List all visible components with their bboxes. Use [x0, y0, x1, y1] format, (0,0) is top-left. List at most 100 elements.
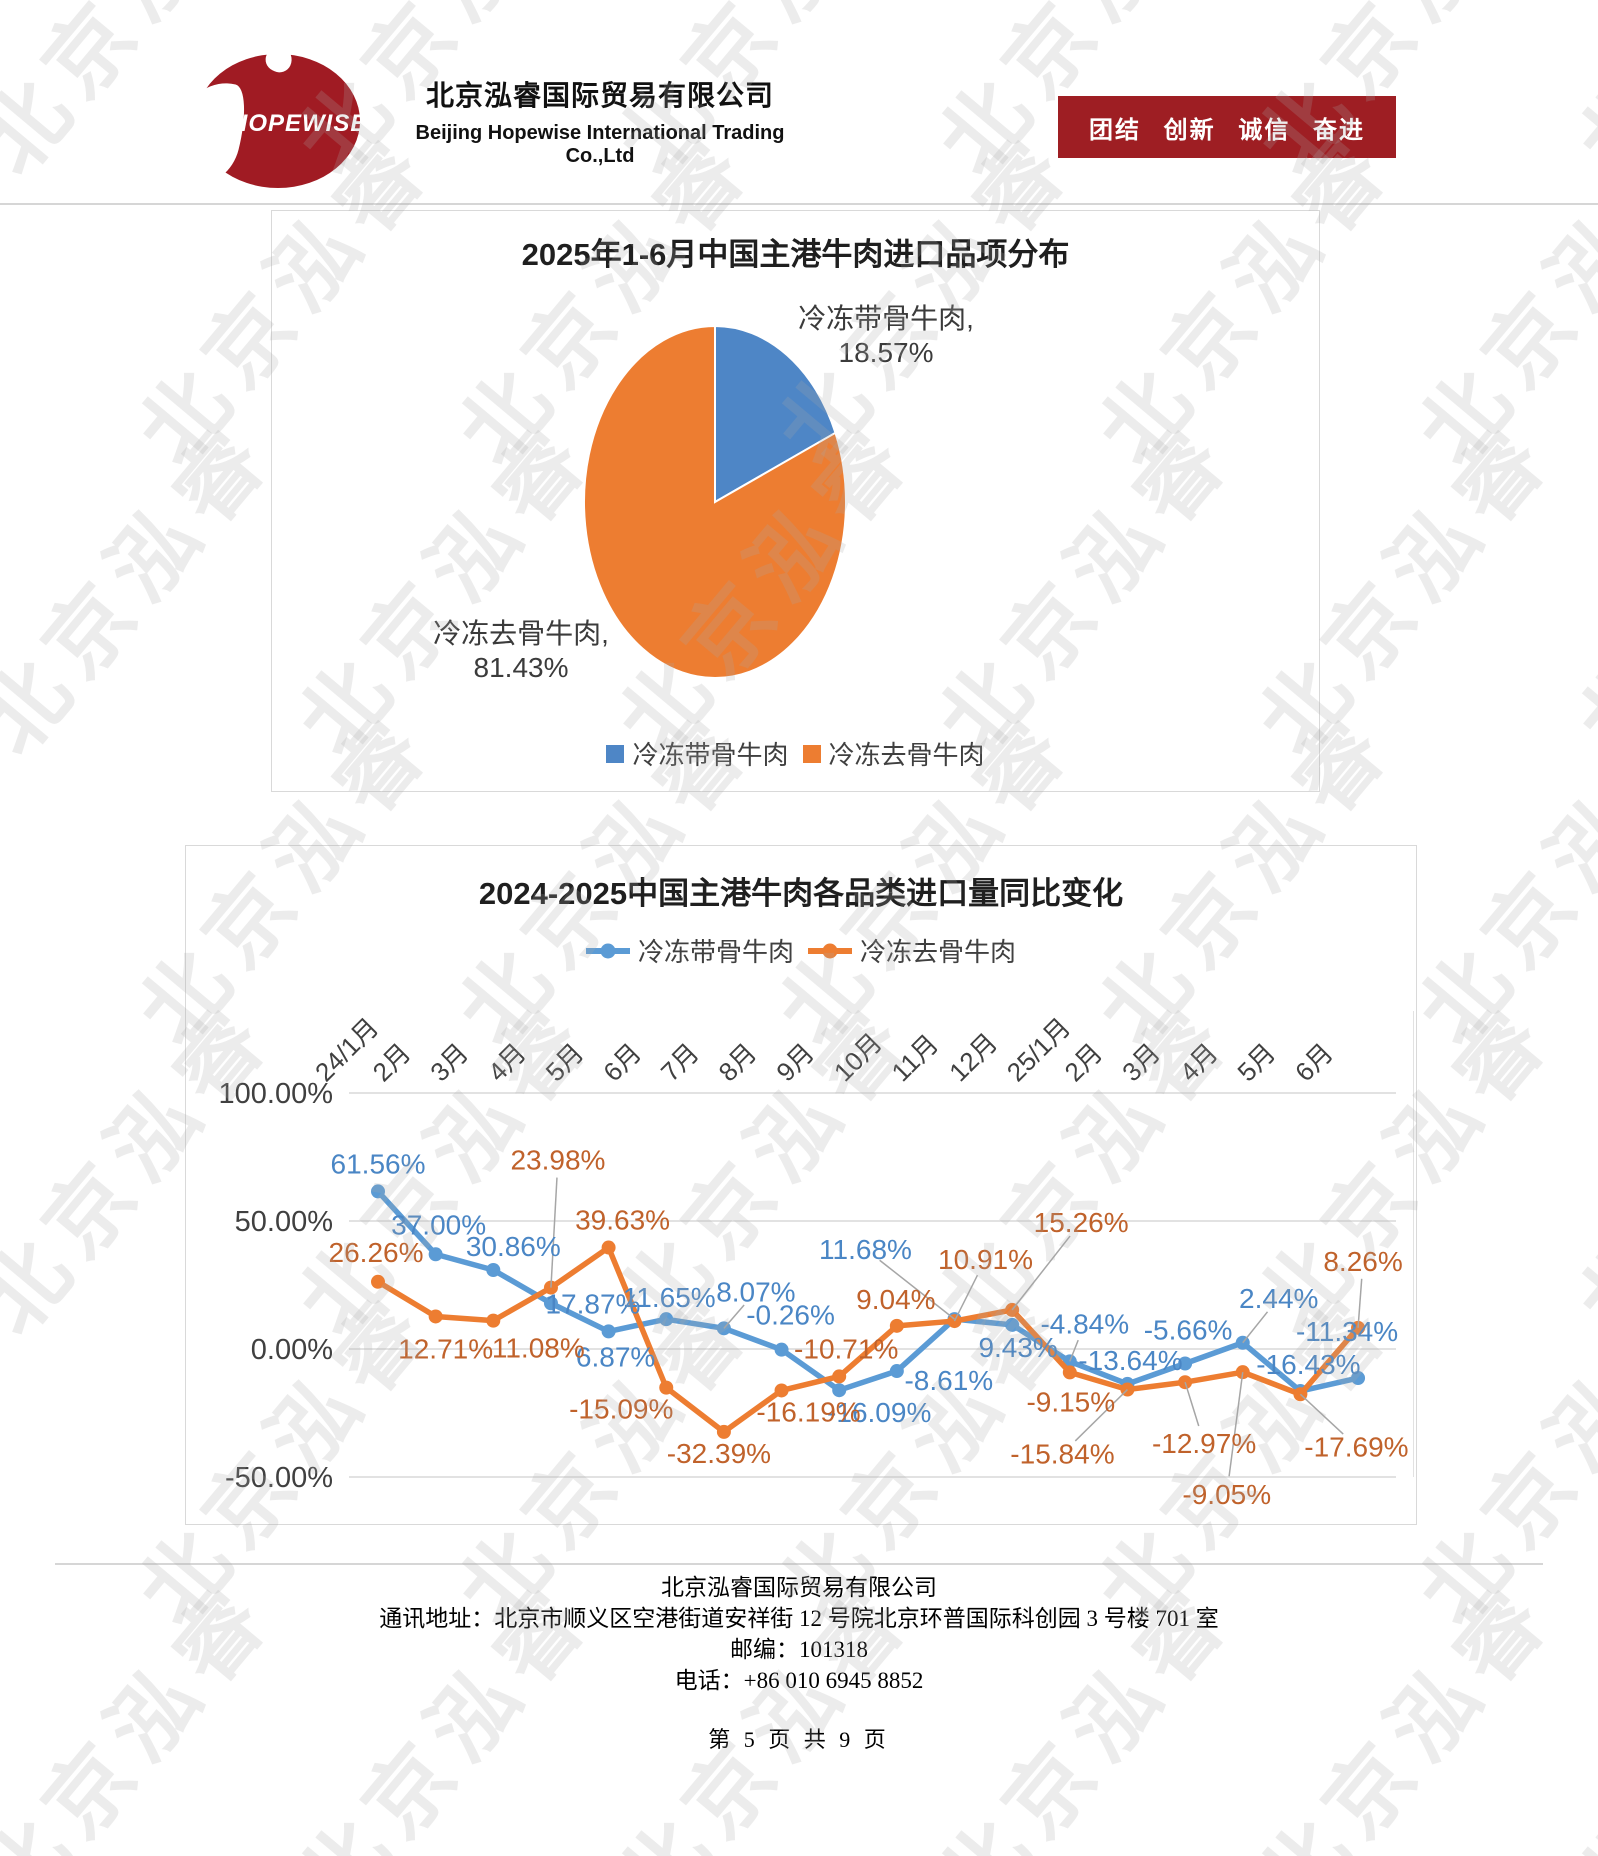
- data-label: 9.43%: [978, 1332, 1057, 1363]
- data-label: 8.26%: [1323, 1246, 1402, 1277]
- data-label: 8.07%: [716, 1276, 795, 1307]
- y-tick-label: 0.00%: [251, 1334, 333, 1366]
- data-label: 11.65%: [623, 1282, 716, 1313]
- legend-item-bone-in: 冷冻带骨牛肉: [585, 932, 794, 969]
- data-point-marker: [832, 1369, 847, 1384]
- slogan-banner: 团结 创新 诚信 奋进: [1058, 96, 1396, 158]
- series-line-1: [375, 1244, 1361, 1435]
- data-point-marker: [1178, 1375, 1193, 1390]
- logo-wordmark: HOPEWISE: [230, 110, 368, 137]
- label-leader-line: [1299, 1393, 1344, 1435]
- data-point-marker: [774, 1383, 789, 1398]
- data-point-marker: [371, 1274, 385, 1289]
- legend-swatch-orange-icon: [802, 744, 821, 763]
- x-tick-label: 5月: [540, 1037, 590, 1087]
- x-tick-label: 9月: [770, 1037, 820, 1087]
- data-label: -16.09%: [827, 1397, 931, 1428]
- label-leader-line: [1228, 1372, 1244, 1477]
- data-label: -16.43%: [1256, 1349, 1360, 1380]
- watermark-text: 北京泓睿: [0, 401, 294, 774]
- pie-slice-1: [583, 324, 847, 679]
- footer-divider: [55, 1563, 1543, 1565]
- x-tick-label: 4月: [1174, 1037, 1224, 1087]
- page-header: HOPEWISE 北京泓睿国际贸易有限公司 Beijing Hopewise I…: [0, 0, 1598, 203]
- data-point-marker: [543, 1296, 558, 1311]
- data-label: 17.87%: [545, 1288, 640, 1319]
- series-line-0: [375, 1188, 1361, 1394]
- data-point-marker: [832, 1383, 847, 1398]
- data-label: 9.04%: [856, 1284, 935, 1315]
- x-tick-label: 3月: [1116, 1037, 1166, 1087]
- data-point-marker: [1235, 1335, 1250, 1350]
- data-label: -32.39%: [667, 1438, 771, 1469]
- y-tick-label: 100.00%: [219, 1078, 334, 1110]
- data-label: -16.19%: [756, 1396, 860, 1427]
- data-point-marker: [486, 1262, 501, 1277]
- label-leader-line: [1357, 1278, 1363, 1328]
- line-chart-panel: 2024-2025中国主港牛肉各品类进口量同比变化 冷冻带骨牛肉 冷冻去骨牛肉 …: [185, 845, 1417, 1525]
- data-label: 37.00%: [391, 1209, 486, 1240]
- x-tick-label: 12月: [943, 1027, 1003, 1087]
- data-label: -8.61%: [904, 1365, 993, 1396]
- data-label: 23.98%: [510, 1145, 605, 1176]
- legend-swatch-blue-icon: [606, 744, 625, 763]
- data-label: -0.26%: [746, 1300, 835, 1331]
- label-leader-line: [953, 1274, 979, 1322]
- data-point-marker: [947, 1314, 962, 1329]
- pie-chart: 冷冻带骨牛肉, 18.57% 冷冻去骨牛肉, 81.43%: [433, 303, 974, 683]
- data-point-marker: [1005, 1317, 1020, 1332]
- data-label: 30.86%: [466, 1231, 561, 1262]
- company-name-en: Beijing Hopewise International Trading C…: [415, 122, 785, 167]
- data-label: -15.09%: [569, 1394, 673, 1425]
- label-leader-line: [550, 1177, 558, 1288]
- legend-label: 冷冻带骨牛肉: [632, 740, 789, 770]
- line-legend: 冷冻带骨牛肉 冷冻去骨牛肉: [186, 932, 1416, 969]
- data-point-marker: [428, 1309, 443, 1324]
- x-tick-label: 2月: [1058, 1037, 1108, 1087]
- data-point-marker: [716, 1424, 731, 1439]
- data-point-marker: [1178, 1356, 1193, 1371]
- data-label: 11.08%: [492, 1333, 585, 1364]
- data-label: 12.71%: [398, 1333, 493, 1364]
- y-tick-label: -50.00%: [225, 1462, 333, 1494]
- data-label: 6.87%: [576, 1341, 655, 1372]
- company-name-cn: 北京泓睿国际贸易有限公司: [425, 80, 774, 111]
- x-tick-label: 10月: [828, 1027, 888, 1087]
- label-leader-line: [723, 1304, 745, 1329]
- pie-chart-panel: 2025年1-6月中国主港牛肉进口品项分布 冷冻带骨牛肉, 18.57% 冷冻去骨牛…: [271, 210, 1320, 792]
- label-leader-line: [1242, 1311, 1269, 1344]
- footer-page-number: 第 5 页 共 9 页: [708, 1727, 890, 1752]
- footer-address: 通讯地址：北京市顺义区空港街道安祥街 12 号院北京环普国际科创园 3 号楼 7…: [379, 1606, 1219, 1631]
- data-label: -5.66%: [1144, 1314, 1233, 1345]
- label-leader-line: [879, 1259, 955, 1320]
- data-label: -4.84%: [1040, 1308, 1129, 1339]
- data-point-marker: [889, 1318, 904, 1333]
- data-point-marker: [601, 1240, 616, 1255]
- data-label: -13.64%: [1078, 1345, 1182, 1376]
- pie-legend: 冷冻带骨牛肉 冷冻去骨牛肉: [272, 735, 1319, 772]
- data-label: -10.71%: [794, 1333, 898, 1364]
- data-point-marker: [1235, 1365, 1250, 1380]
- data-label: 15.26%: [1034, 1207, 1129, 1238]
- company-titles: 北京泓睿国际贸易有限公司 Beijing Hopewise Internatio…: [380, 74, 820, 168]
- legend-item-bone-in: 冷冻带骨牛肉: [606, 735, 789, 772]
- data-point-marker: [659, 1380, 674, 1395]
- footer-phone: 电话：+86 010 6945 8852: [674, 1668, 924, 1693]
- data-label: -9.15%: [1026, 1386, 1115, 1417]
- data-point-marker: [1062, 1365, 1077, 1380]
- pie-chart-title: 2025年1-6月中国主港牛肉进口品项分布: [521, 237, 1070, 272]
- legend-line-marker-blue-icon: [585, 943, 630, 958]
- data-label: -15.84%: [1010, 1439, 1114, 1470]
- watermark-text: 北京泓睿: [1558, 981, 1598, 1354]
- label-leader-line: [1184, 1381, 1200, 1427]
- x-tick-label: 5月: [1231, 1037, 1281, 1087]
- x-tick-label: 11月: [886, 1029, 945, 1088]
- header-divider: [0, 203, 1598, 205]
- x-tick-label: 4月: [482, 1037, 532, 1087]
- x-tick-label: 24/1月: [309, 1012, 384, 1087]
- page-footer: 北京泓睿国际贸易有限公司 通讯地址：北京市顺义区空港街道安祥街 12 号院北京环…: [0, 1572, 1598, 1755]
- data-label: -17.69%: [1304, 1431, 1408, 1462]
- data-label: 10.91%: [938, 1244, 1033, 1275]
- data-label: 39.63%: [575, 1205, 670, 1236]
- data-point-marker: [371, 1184, 385, 1199]
